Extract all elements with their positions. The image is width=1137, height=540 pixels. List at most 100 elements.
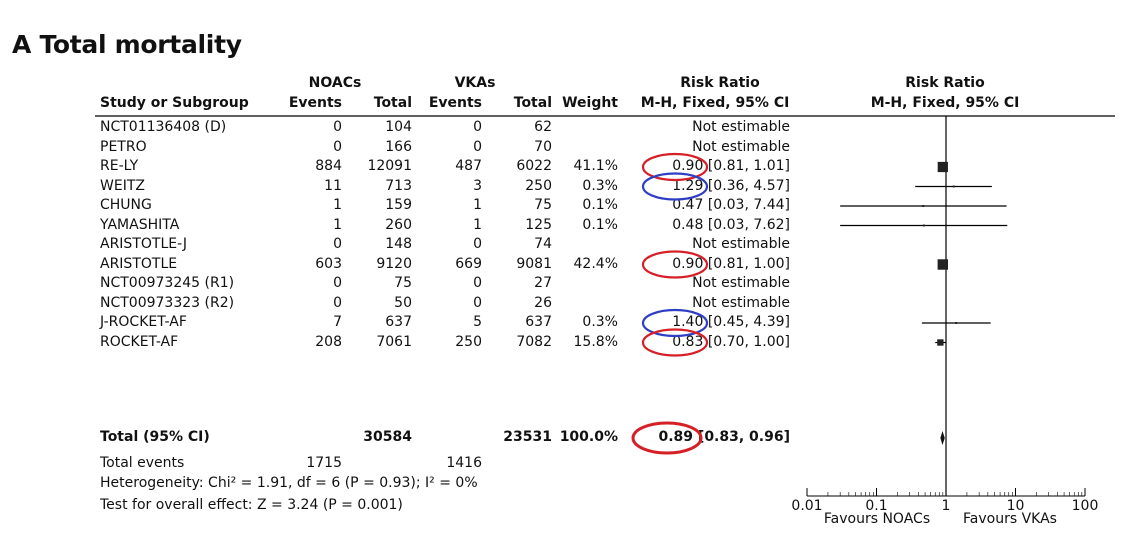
total-n-vkas: 23531 (503, 429, 552, 445)
study-marker (922, 205, 925, 207)
total-events-label: Total events (100, 455, 185, 471)
weight: 0.3% (582, 177, 618, 194)
weight: 42.4% (573, 255, 618, 272)
total-vkas: 6022 (516, 158, 552, 174)
x-tick-label: 10 (1007, 498, 1025, 514)
total-weight: 100.0% (559, 429, 618, 445)
ci-text: Not estimable (692, 119, 790, 135)
total-vkas: 125 (525, 216, 552, 233)
ci-text: 0.47 [0.03, 7.44] (672, 197, 790, 213)
header-events-vkas: Events (428, 95, 482, 111)
events-noacs: 0 (333, 275, 342, 291)
total-diamond (940, 431, 945, 445)
events-noacs: 1 (333, 216, 342, 233)
header-events-noacs: Events (288, 95, 342, 111)
x-tick-label: 1 (942, 498, 951, 514)
total-n-noacs: 30584 (363, 429, 412, 445)
study-name: NCT01136408 (D) (100, 119, 227, 135)
ci-text: 1.29 [0.36, 4.57] (672, 177, 790, 194)
total-events-noacs: 1715 (306, 455, 342, 471)
events-vkas: 487 (455, 158, 482, 174)
total-noacs: 12091 (367, 158, 412, 174)
weight: 15.8% (573, 333, 618, 350)
header-risk-ratio-right: Risk Ratio (905, 75, 985, 91)
total-noacs: 260 (385, 216, 412, 233)
total-noacs: 166 (385, 138, 412, 155)
total-noacs: 7061 (376, 333, 412, 350)
total-vkas: 9081 (516, 255, 552, 272)
events-vkas: 0 (473, 275, 482, 291)
ci-text: 1.40 [0.45, 4.39] (672, 314, 790, 330)
x-tick-label: 100 (1072, 498, 1099, 514)
header-risk-ratio-left: Risk Ratio (680, 75, 760, 91)
ci-text: 0.90 [0.81, 1.01] (672, 158, 790, 174)
events-noacs: 11 (324, 177, 342, 194)
header-total-noacs: Total (373, 95, 412, 111)
total-vkas: 26 (534, 294, 552, 311)
x-tick-label: 0.1 (865, 498, 887, 514)
ci-text: Not estimable (692, 275, 790, 291)
study-name: YAMASHITA (100, 216, 180, 233)
study-name: CHUNG (100, 197, 152, 213)
study-marker (937, 259, 949, 270)
total-label: Total (95% CI) (100, 429, 210, 445)
study-marker (955, 322, 958, 324)
x-tick-label: 0.01 (791, 498, 822, 514)
header-method-right: M-H, Fixed, 95% CI (870, 95, 1020, 111)
events-vkas: 1 (473, 197, 482, 213)
events-noacs: 0 (333, 294, 342, 311)
total-noacs: 148 (385, 236, 412, 252)
weight: 0.1% (582, 216, 618, 233)
highlight-circle (641, 152, 709, 182)
study-marker (952, 185, 955, 188)
study-marker (937, 161, 948, 173)
total-ci-text: 0.89 [0.83, 0.96] (658, 429, 791, 445)
events-noacs: 208 (315, 333, 342, 350)
study-name: NCT00973245 (R1) (100, 275, 235, 291)
events-vkas: 0 (473, 236, 482, 252)
header-group-noacs: NOACs (308, 75, 362, 91)
total-noacs: 637 (385, 314, 412, 330)
events-vkas: 1 (473, 216, 482, 233)
study-name: NCT00973323 (R2) (100, 294, 235, 311)
ci-text: 0.90 [0.81, 1.00] (672, 255, 790, 272)
study-name: RE-LY (100, 158, 139, 174)
favours-right-label: Favours VKAs (963, 511, 1057, 527)
highlight-circle (641, 172, 709, 201)
figure-title: A Total mortality (12, 30, 242, 59)
ci-text: Not estimable (692, 138, 790, 155)
ci-text: 0.48 [0.03, 7.62] (672, 216, 790, 233)
study-marker (922, 224, 925, 227)
header-weight: Weight (562, 95, 618, 111)
events-noacs: 884 (315, 158, 342, 174)
weight: 41.1% (573, 158, 618, 174)
study-name: ARISTOTLE-J (100, 236, 188, 252)
events-vkas: 3 (473, 177, 482, 194)
total-noacs: 75 (394, 275, 412, 291)
study-name: WEITZ (100, 177, 145, 194)
events-vkas: 0 (473, 138, 482, 155)
total-noacs: 9120 (376, 255, 412, 272)
total-noacs: 104 (385, 119, 412, 135)
weight: 0.3% (582, 314, 618, 330)
total-noacs: 159 (385, 197, 412, 213)
highlight-circle (641, 328, 709, 357)
events-noacs: 603 (315, 255, 342, 272)
study-name: ARISTOTLE (100, 255, 178, 272)
heterogeneity-text: Heterogeneity: Chi² = 1.91, df = 6 (P = … (100, 475, 478, 491)
events-vkas: 669 (455, 255, 482, 272)
header-group-vkas: VKAs (454, 75, 496, 91)
total-vkas: 637 (525, 314, 552, 330)
ci-text: Not estimable (692, 294, 790, 311)
ci-text: Not estimable (692, 236, 790, 252)
events-noacs: 0 (333, 236, 342, 252)
highlight-circle (641, 308, 709, 338)
highlight-circle-total (631, 421, 703, 455)
events-noacs: 0 (333, 119, 342, 135)
total-vkas: 27 (534, 275, 552, 291)
study-name: PETRO (100, 138, 147, 155)
overall-effect-text: Test for overall effect: Z = 3.24 (P = 0… (100, 497, 403, 513)
total-events-vkas: 1416 (446, 455, 482, 471)
study-marker (937, 339, 944, 346)
